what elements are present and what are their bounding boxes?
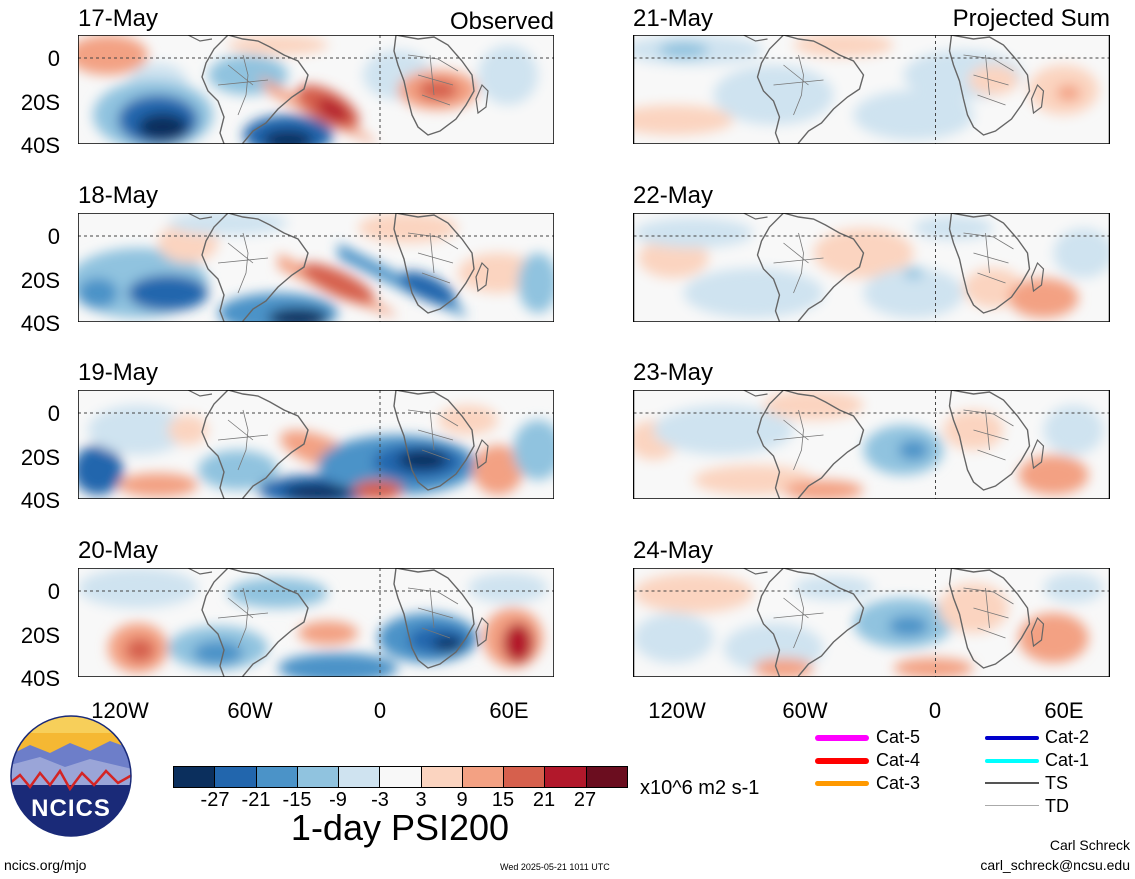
colorbar-swatch: [174, 767, 216, 787]
panel-date-19-may: 19-May: [78, 359, 159, 386]
colorbar-swatch: [504, 767, 546, 787]
y-tick-0-p2: 0: [47, 224, 60, 249]
map-panel-23-may: [633, 390, 1110, 499]
colorbar-swatch: [215, 767, 257, 787]
y-tick-0-p3: 0: [47, 401, 60, 426]
legend-cat4-line: [815, 758, 869, 764]
panel-date-23-may: 23-May: [633, 359, 714, 386]
colorbar-swatch: [586, 767, 627, 787]
colorbar-swatch: [545, 767, 587, 787]
y-tick-40s-p2: 40S: [20, 311, 60, 336]
y-tick-40s-p1: 40S: [20, 133, 60, 158]
timestamp: Wed 2025-05-21 1011 UTC: [500, 862, 610, 872]
ncics-logo: NCICS: [10, 715, 132, 837]
colorbar-tick: -21: [241, 789, 271, 811]
y-tick-0-p1: 0: [47, 46, 60, 71]
legend-cat3-line: [815, 781, 869, 786]
panel-date-20-may: 20-May: [78, 537, 159, 564]
units-label: x10^6 m2 s-1: [640, 777, 760, 799]
panel-date-21-may: 21-May: [633, 5, 714, 32]
x-tick-0-left: 0: [373, 698, 387, 723]
legend-td-line: [985, 805, 1039, 806]
logo-text: NCICS: [31, 795, 111, 822]
y-tick-0-p4: 0: [47, 579, 60, 604]
legend-cat3-label: Cat-3: [876, 773, 921, 793]
figure-title: 1-day PSI200: [290, 807, 510, 848]
panel-date-17-may: 17-May: [78, 5, 159, 32]
map-panel-24-may: [633, 568, 1110, 677]
x-tick-120w-left: 120W: [91, 698, 149, 723]
legend-cat2-label: Cat-2: [1045, 727, 1090, 747]
colorbar-swatch: [462, 767, 505, 787]
colorbar-tick: -9: [329, 789, 347, 811]
map-panel-19-may: [78, 390, 554, 499]
legend-td-label: TD: [1045, 796, 1069, 816]
author-name: Carl Schreck: [1049, 837, 1130, 853]
colorbar-swatch: [256, 767, 298, 787]
legend-cat5-line: [815, 735, 869, 741]
legend-ts-line: [985, 782, 1039, 784]
x-tick-0-right: 0: [928, 698, 942, 723]
y-tick-40s-p3: 40S: [20, 488, 60, 513]
colorbar-swatch: [339, 767, 381, 787]
colorbar-tick: -27: [200, 789, 230, 811]
x-tick-60w-left: 60W: [227, 698, 273, 723]
map-panel-20-may: [78, 568, 554, 677]
colorbar-tick: -3: [371, 789, 389, 811]
map-panel-17-may: [78, 35, 554, 144]
colorbar-swatch: [380, 767, 422, 787]
colorbar-tick: 9: [456, 789, 468, 811]
y-tick-40s-p4: 40S: [20, 666, 60, 691]
colorbar-tick: 21: [532, 789, 556, 811]
legend-cat4-label: Cat-4: [876, 750, 921, 770]
colorbar-tick: -15: [282, 789, 312, 811]
legend-cat5-label: Cat-5: [876, 727, 921, 747]
legend-cat1-line: [985, 759, 1039, 763]
map-panel-18-may: [78, 213, 554, 322]
author-email[interactable]: carl_schreck@ncsu.edu: [980, 857, 1130, 873]
legend-cat2-line: [985, 736, 1039, 740]
y-tick-20s-p1: 20S: [20, 90, 60, 115]
x-tick-120w-right: 120W: [648, 698, 706, 723]
map-panel-21-may: [633, 35, 1110, 144]
projected-sum-label: Projected Sum: [952, 5, 1110, 32]
colorbar-tick: 27: [573, 789, 597, 811]
observed-label: Observed: [449, 8, 554, 35]
panel-date-18-may: 18-May: [78, 182, 159, 209]
y-tick-20s-p2: 20S: [20, 268, 60, 293]
y-tick-20s-p3: 20S: [20, 445, 60, 470]
panel-date-22-may: 22-May: [633, 182, 714, 209]
colorbar-tick: 3: [415, 789, 427, 811]
x-tick-60e-right: 60E: [1044, 698, 1084, 723]
colorbar-swatch: [421, 767, 463, 787]
legend-cat1-label: Cat-1: [1045, 750, 1090, 770]
colorbar-swatch: [297, 767, 340, 787]
panel-date-24-may: 24-May: [633, 537, 714, 564]
source-link[interactable]: ncics.org/mjo: [4, 857, 87, 873]
colorbar-tick: 15: [491, 789, 515, 811]
map-panel-22-may: [633, 213, 1110, 322]
colorbar: [173, 766, 628, 788]
x-tick-60e-left: 60E: [489, 698, 529, 723]
legend-ts-label: TS: [1045, 773, 1069, 793]
y-tick-20s-p4: 20S: [20, 623, 60, 648]
x-tick-60w-right: 60W: [782, 698, 828, 723]
